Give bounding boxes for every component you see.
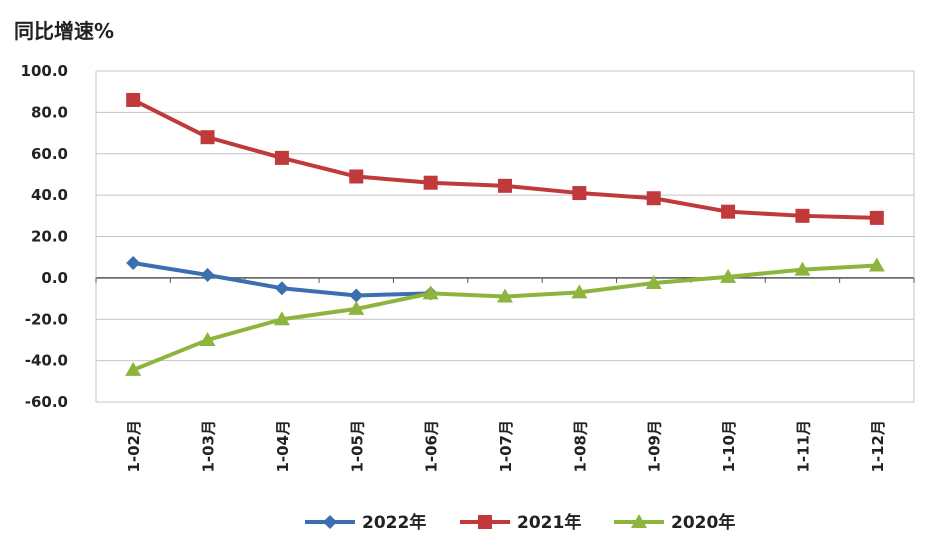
data-point	[720, 268, 737, 283]
data-point	[794, 261, 811, 276]
data-point	[273, 311, 290, 326]
y-tick-label: 0.0	[41, 269, 68, 287]
y-tick-label: 60.0	[31, 145, 68, 163]
gridlines	[95, 70, 915, 403]
data-point	[721, 204, 736, 219]
data-point	[199, 331, 216, 346]
data-point	[200, 267, 215, 282]
data-point	[571, 284, 588, 299]
x-tick-label: 1-03月	[200, 420, 218, 473]
x-tick-label: 1-08月	[571, 420, 589, 473]
data-point	[126, 255, 141, 270]
data-point	[645, 275, 662, 290]
data-point	[200, 130, 215, 145]
x-tick-label: 1-05月	[348, 420, 366, 473]
data-point	[348, 300, 365, 315]
data-point	[274, 281, 289, 296]
data-point	[125, 361, 142, 376]
data-point	[497, 288, 513, 303]
y-tick-label: -60.0	[25, 393, 68, 411]
legend-item: 2022年	[305, 512, 426, 533]
x-tick-label: 1-06月	[423, 420, 441, 473]
series-line	[132, 98, 877, 220]
data-point	[349, 288, 364, 303]
legend-label: 2022年	[362, 512, 426, 533]
data-point	[126, 92, 141, 107]
data-point	[422, 285, 439, 300]
x-tick-label: 1-12月	[869, 420, 887, 473]
x-tick-label: 1-10月	[720, 420, 738, 473]
data-point	[349, 169, 364, 184]
y-axis-title: 同比增速%	[14, 19, 114, 43]
series-0	[126, 255, 438, 303]
y-tick-label: 100.0	[21, 62, 68, 80]
y-tick-label: 80.0	[31, 103, 68, 121]
y-tick-label: -40.0	[25, 352, 68, 370]
data-point	[498, 178, 512, 193]
x-tick-labels: 1-02月 1-03月 1-04月 1-05月 1-06月 1-07月 1-08月 1-09月…	[125, 420, 887, 473]
legend: 2022年 2021年 2020年	[305, 512, 735, 533]
y-tick-labels: 100.0 80.0 60.0 40.0 20.0 0.0 -20.0 -40.0 -60.0	[21, 62, 68, 411]
series-1	[126, 92, 884, 225]
y-tick-label: 20.0	[31, 228, 68, 246]
y-tick-label: 40.0	[31, 186, 68, 204]
data-point	[646, 191, 661, 206]
legend-label: 2021年	[517, 512, 581, 533]
x-tick-label: 1-04月	[274, 420, 292, 473]
data-point	[572, 186, 587, 201]
x-tick-label: 1-07月	[497, 420, 515, 473]
legend-marker	[478, 515, 492, 529]
legend-marker	[323, 515, 337, 529]
x-tick-label: 1-02月	[125, 420, 143, 473]
legend-item: 2021年	[460, 512, 581, 533]
x-tick-label: 1-09月	[646, 420, 664, 473]
legend-marker	[631, 514, 647, 528]
series-2	[125, 257, 885, 376]
data-point	[274, 150, 289, 165]
legend-item: 2020年	[614, 512, 735, 533]
data-point	[423, 175, 438, 190]
data-point	[795, 208, 810, 223]
y-tick-label: -20.0	[25, 310, 68, 328]
data-point	[868, 257, 885, 272]
legend-label: 2020年	[671, 512, 735, 533]
series-group	[125, 92, 885, 376]
data-point	[869, 210, 884, 225]
x-tick-label: 1-11月	[794, 420, 812, 473]
